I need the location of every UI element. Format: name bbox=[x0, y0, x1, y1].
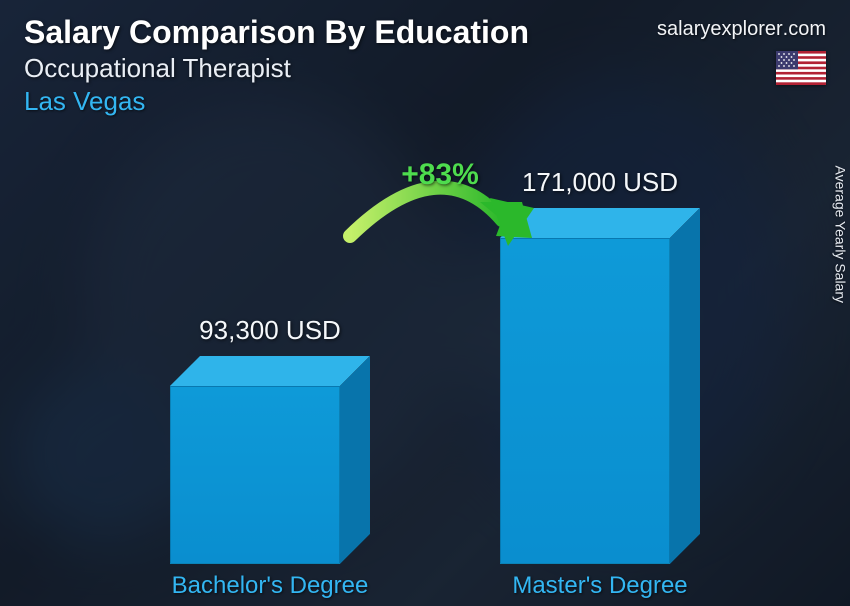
value-label-bachelors: 93,300 USD bbox=[140, 315, 400, 346]
brand-logo: salaryexplorer.com bbox=[657, 18, 826, 41]
flag-icon bbox=[776, 51, 826, 85]
category-label-masters: Master's Degree bbox=[470, 572, 730, 600]
brand-name: salaryexplorer bbox=[657, 18, 783, 40]
header: Salary Comparison By Education Occupatio… bbox=[0, 0, 850, 123]
increase-percent: +83% bbox=[401, 158, 479, 192]
page-title: Salary Comparison By Education bbox=[24, 14, 529, 51]
page-subtitle: Occupational Therapist bbox=[24, 53, 529, 84]
brand-suffix: .com bbox=[783, 18, 826, 40]
bar-chart: +83% 93,300 USD 171,000 USD Bachelor's D… bbox=[0, 166, 850, 606]
location-label: Las Vegas bbox=[24, 86, 529, 117]
category-label-bachelors: Bachelor's Degree bbox=[140, 572, 400, 600]
increase-arrow: +83% bbox=[330, 166, 550, 286]
